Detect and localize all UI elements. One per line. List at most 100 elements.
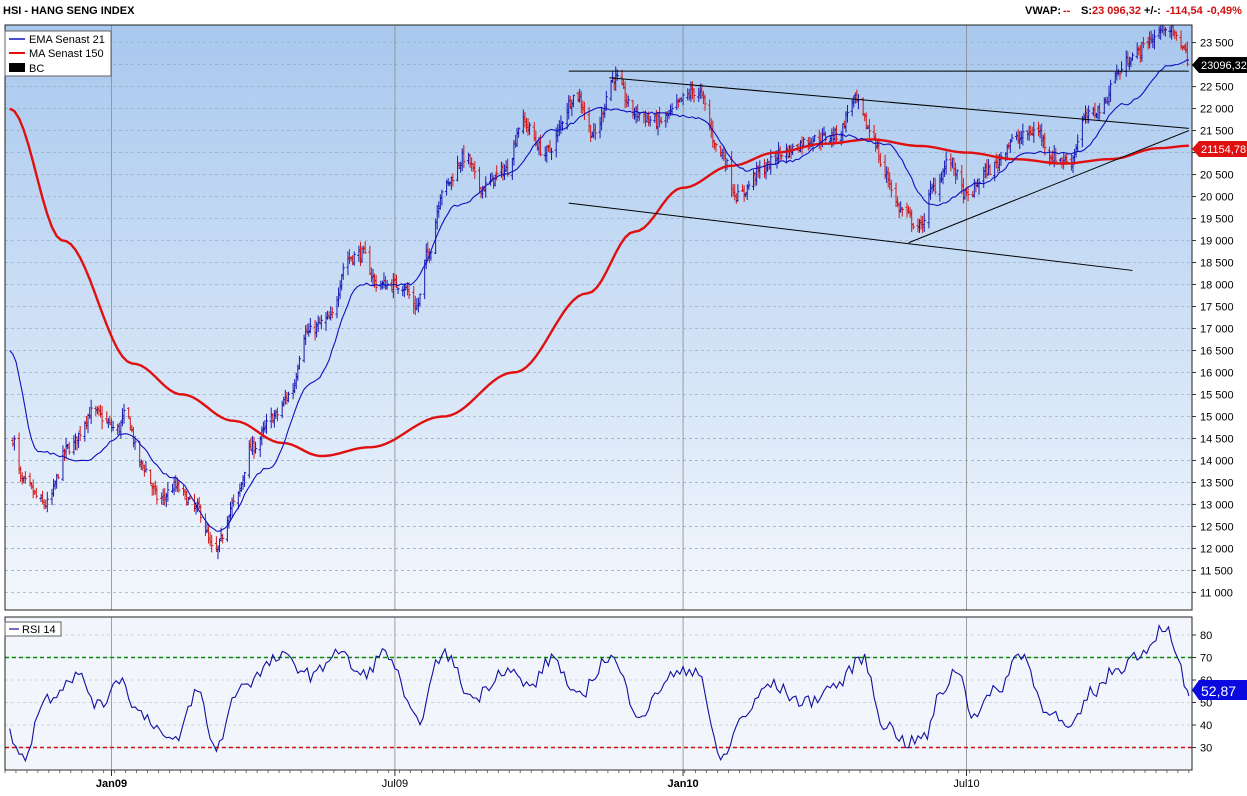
ohlc-bar: [900, 206, 904, 217]
rsi-time-gridlines: [111, 617, 967, 770]
rsi-tick-label: 30: [1200, 743, 1212, 755]
ohlc-bar: [1098, 103, 1102, 120]
ohlc-bar: [67, 442, 71, 455]
ohlc-bar: [221, 533, 225, 544]
price-tick-label: 16 000: [1200, 367, 1234, 379]
ohlc-bar: [1185, 41, 1189, 67]
trendlines: [568, 70, 1190, 271]
ohlc-bar: [922, 213, 926, 232]
price-panel-background: [5, 25, 1192, 610]
price-tick-label: 13 500: [1200, 477, 1234, 489]
ohlc-bar: [352, 251, 356, 266]
vwap-label: VWAP:: [1025, 5, 1061, 17]
ohlc-bar: [1141, 37, 1146, 49]
change-value: -114,54: [1166, 5, 1204, 17]
ohlc-bar: [462, 144, 466, 168]
trendline: [568, 202, 1133, 271]
s-label: S:: [1081, 5, 1092, 17]
ohlc-bar: [1043, 132, 1047, 156]
ohlc-bar: [571, 94, 576, 108]
ohlc-bar: [813, 134, 817, 142]
rsi-tick-label: 40: [1200, 720, 1212, 732]
price-tick-label: 17 000: [1200, 323, 1234, 335]
ma-price-badge: 21154,78: [1192, 141, 1247, 157]
ohlc-bar: [988, 164, 992, 176]
ohlc-bar: [659, 116, 663, 125]
time-tick-label: Jan09: [96, 778, 127, 790]
rsi-panel-background: [5, 617, 1192, 770]
ohlc-bar: [714, 142, 718, 152]
price-tick-label: 20 000: [1200, 192, 1234, 204]
ohlc-bar: [911, 222, 915, 230]
price-tick-label: 17 500: [1200, 302, 1234, 314]
ohlc-bar: [1076, 134, 1080, 153]
ohlc-bar: [45, 491, 49, 513]
ohlc-bar: [889, 179, 893, 198]
ohlc-bar: [637, 112, 641, 121]
ohlc-bar: [210, 534, 214, 553]
ohlc-bar: [363, 241, 367, 254]
time-tick-label: Jul10: [953, 778, 979, 790]
ohlc-bar: [626, 95, 630, 107]
ohlc-bar: [780, 154, 784, 160]
ohlc-bar: [111, 420, 115, 432]
time-tick-label: Jul09: [382, 778, 408, 790]
price-time-gridlines: [111, 25, 967, 610]
rsi-tick-label: 50: [1200, 698, 1212, 710]
ohlc-bar: [593, 123, 597, 141]
ma150-line: [9, 107, 1189, 458]
ohlc-bar: [878, 152, 882, 167]
price-tick-label: 16 500: [1200, 345, 1234, 357]
price-tick-label: 13 000: [1200, 499, 1234, 511]
change-pct: -0,49%: [1207, 5, 1242, 17]
price-panel: 11 000 11 500 12 000 12 500 13 000 13 500 14 0…: [4, 24, 1247, 611]
change-label: +/-:: [1144, 5, 1161, 17]
ohlc-bar: [1179, 30, 1183, 50]
ohlc-bar: [977, 178, 981, 195]
ohlc-bar: [275, 407, 280, 422]
price-tick-label: 22 000: [1200, 104, 1234, 116]
ohlc-bar: [955, 169, 959, 180]
ohlc-bar: [308, 317, 312, 334]
ohlc-bar: [34, 487, 38, 499]
ohlc-bar: [122, 403, 126, 424]
rsi-value-badge-text: 52,87: [1201, 683, 1236, 699]
ohlc-bars: [11, 25, 1189, 560]
rsi-value-badge: 52,87: [1192, 680, 1247, 700]
ohlc-bar: [933, 177, 937, 195]
chart-title: HSI - HANG SENG INDEX: [3, 5, 135, 17]
ohlc-bar: [451, 173, 455, 187]
ohlc-bar: [1130, 52, 1135, 61]
ohlc-bar: [188, 495, 192, 500]
ohlc-bar: [473, 161, 477, 179]
ohlc-bar: [1008, 139, 1012, 154]
ohlc-bar: [703, 94, 707, 111]
price-axis: 11 000 11 500 12 000 12 500 13 000 13 500 14 0…: [1192, 38, 1234, 599]
ohlc-bar: [1087, 105, 1091, 124]
ohlc-bar: [440, 189, 444, 206]
rsi-line: [9, 623, 1190, 763]
price-tick-label: 19 000: [1200, 236, 1234, 248]
legend-bc-swatch: [9, 63, 25, 72]
price-tick-label: 11 000: [1200, 587, 1233, 599]
trendline: [609, 77, 1189, 129]
ohlc-bar: [155, 485, 159, 504]
price-tick-label: 18 000: [1200, 280, 1234, 292]
ohlc-bar: [736, 184, 740, 202]
last-price-badge: 23096,32: [1192, 57, 1247, 73]
rsi-panel: 304050607080 RSI 14 52,87: [4, 616, 1247, 771]
ohlc-bar: [549, 147, 554, 161]
price-tick-label: 14 500: [1200, 433, 1234, 445]
price-tick-label: 15 500: [1200, 389, 1234, 401]
ohlc-bar: [394, 274, 399, 288]
price-tick-label: 23 500: [1200, 38, 1234, 50]
price-tick-label: 22 500: [1200, 82, 1234, 94]
price-tick-label: 21 500: [1200, 126, 1234, 138]
ohlc-bar: [1160, 25, 1163, 34]
price-tick-label: 20 500: [1200, 170, 1234, 182]
ohlc-bar: [78, 425, 82, 442]
ohlc-bar: [166, 481, 170, 502]
ma-price-badge-text: 21154,78: [1201, 144, 1246, 156]
last-price-badge-shape: [1192, 57, 1247, 73]
